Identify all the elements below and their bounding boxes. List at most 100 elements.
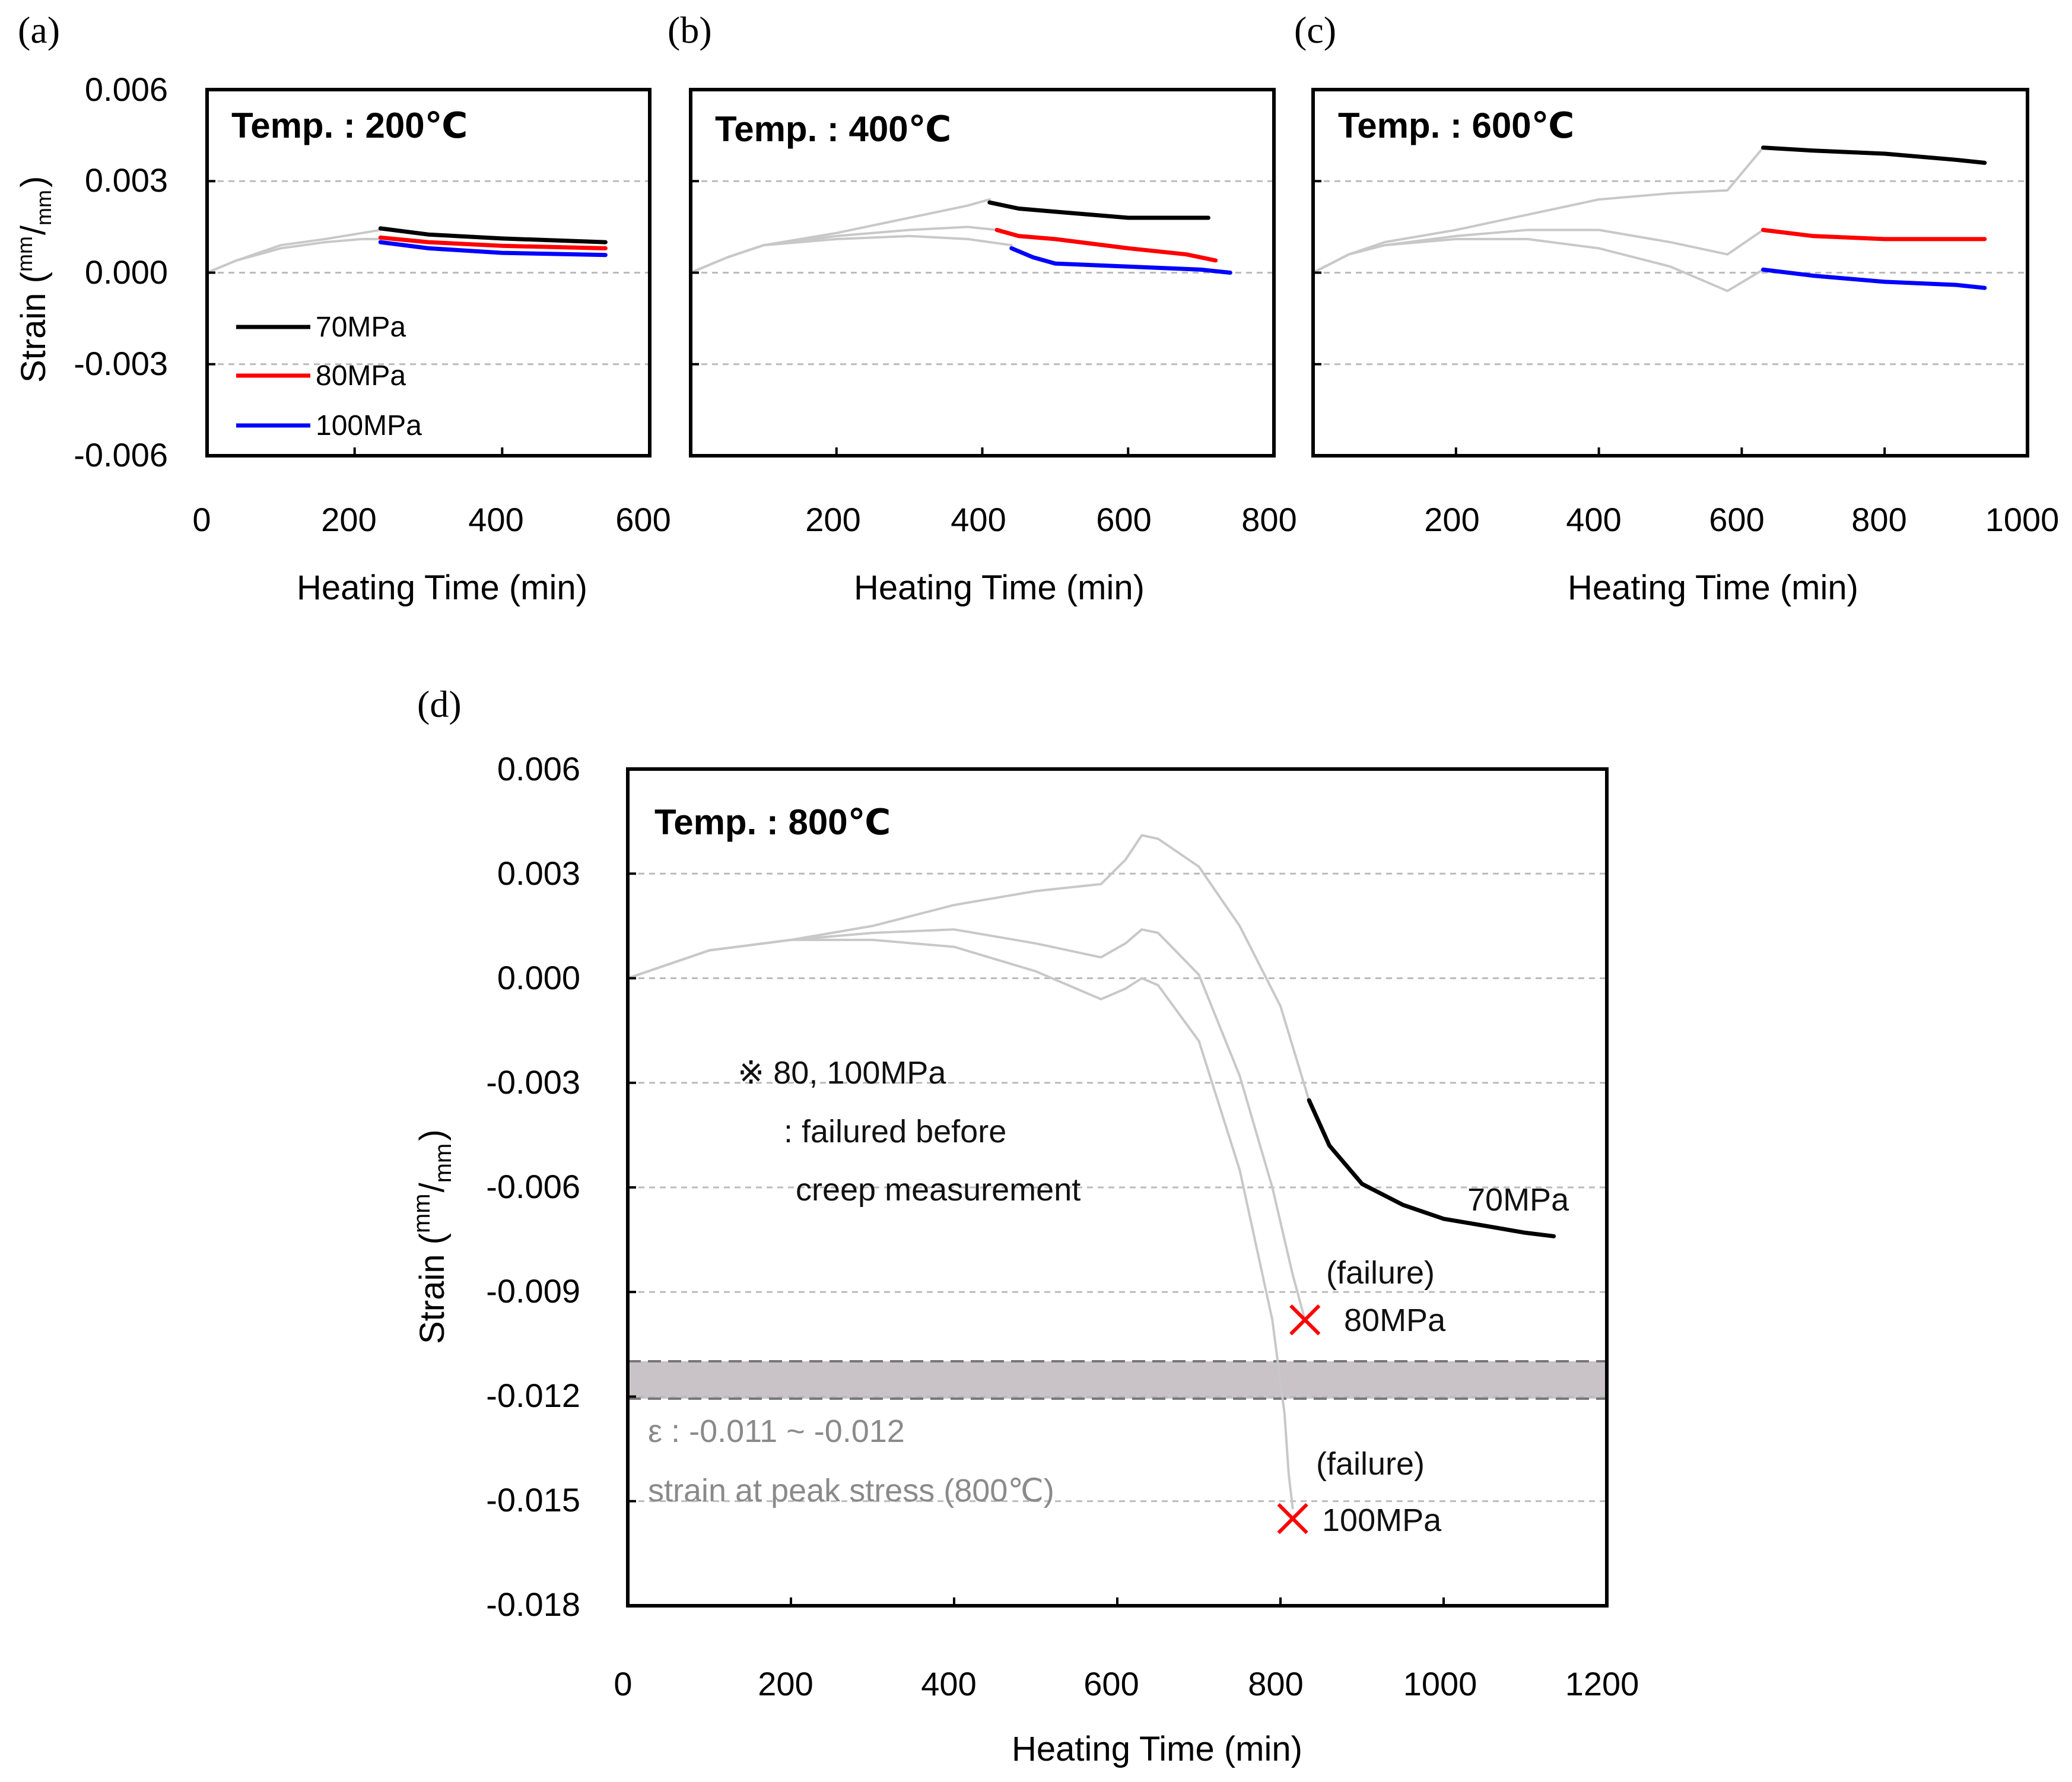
panel-d-letter: (d)	[417, 683, 462, 725]
panel-a-ylabel: Strain (mm/mm)	[12, 176, 56, 383]
panel-c-xtick: 600	[1709, 501, 1764, 538]
panel-d-xtick: 600	[1083, 1665, 1139, 1702]
panel-c-xtick: 1000	[1985, 501, 2060, 538]
note-failed-before-creep-line3: creep measurement	[796, 1172, 1081, 1208]
series-label-80mpa: 80MPa	[1344, 1303, 1446, 1338]
panel-d-series	[627, 834, 1556, 1510]
series-label-70mpa: 70MPa	[1467, 1182, 1569, 1218]
panel-d-ytick: 0.003	[497, 855, 580, 892]
panel-a-ylabel-main: Strain (	[14, 272, 53, 383]
heating-curve-gray	[627, 938, 1294, 1510]
panel-d-xtick: 0	[614, 1665, 632, 1702]
panel-c-xlabel: Heating Time (min)	[1568, 568, 1858, 607]
panel-c-gridlines	[1313, 180, 2027, 366]
panel-a-ylabel-den: mm	[31, 190, 56, 225]
panel-a-series	[206, 226, 608, 274]
panel-b-title: Temp. : 400℃	[715, 109, 951, 149]
panel-b-tick-marks	[691, 88, 1130, 457]
series-line-100mpa	[1761, 267, 1987, 290]
panel-a-ytick: 0.003	[85, 161, 168, 199]
panel-b-xtick: 800	[1241, 501, 1296, 538]
series-line-80mpa	[1761, 228, 1987, 242]
panel-a-xtick: 400	[468, 501, 523, 538]
panel-a-xtick: 0	[192, 501, 211, 538]
panel-d-ylabel-den: mm	[430, 1143, 456, 1183]
failure-x-marker-80mpa	[1289, 1304, 1321, 1336]
heating-curve-gray	[1312, 237, 1765, 293]
legend-label-70mpa: 70MPa	[316, 312, 406, 343]
series-line-70mpa	[1307, 1098, 1556, 1238]
series-line-70mpa	[987, 200, 1210, 220]
panel-b-xlabel: Heating Time (min)	[854, 568, 1145, 607]
heating-curve-gray	[1312, 146, 1765, 274]
heating-curve-gray	[1312, 228, 1765, 274]
panel-b: (b) Temp. : 400℃ 200 400 600 800 Heating…	[668, 9, 1297, 607]
panel-a-gridlines	[207, 180, 650, 366]
panel-c-series	[1312, 145, 1987, 293]
panel-d-gridlines	[628, 872, 1607, 1503]
panel-a-ylabel-close: )	[14, 176, 53, 188]
panel-d-ytick: -0.009	[486, 1272, 580, 1310]
peak-stress-strain-band	[628, 1361, 1607, 1399]
panel-d-xtick: 1000	[1403, 1665, 1477, 1702]
panel-d-ylabel: Strain (mm/mm)	[409, 1129, 456, 1344]
panel-d-ytick: -0.003	[486, 1063, 580, 1101]
panel-d-ytick: -0.006	[486, 1168, 580, 1205]
panel-b-xtick: 200	[805, 501, 860, 538]
series-line-100mpa	[378, 240, 608, 258]
panel-c-xtick: 800	[1851, 501, 1906, 538]
series-line-70mpa	[378, 226, 608, 244]
panel-b-gridlines	[691, 180, 1274, 366]
failure-markers	[1277, 1304, 1321, 1535]
panel-a-xtick: 600	[615, 501, 670, 538]
panel-a-xtick: 200	[321, 501, 376, 538]
series-line-80mpa	[378, 235, 608, 250]
panel-d-xtick: 1200	[1565, 1665, 1639, 1702]
panel-d-xlabel: Heating Time (min)	[1012, 1730, 1302, 1768]
panel-d-xtick: 800	[1248, 1665, 1303, 1702]
panel-a-letter: (a)	[18, 9, 60, 51]
panel-d-ylabel-close: )	[413, 1129, 452, 1141]
panel-d-ytick: 0.006	[497, 750, 580, 787]
heating-curve-gray	[627, 834, 1311, 1102]
panel-c: (c) Temp. : 600℃ 200 400 600 800 1000 He…	[1294, 9, 2059, 607]
heating-curve-gray	[689, 234, 1013, 274]
note-failed-before-creep-line1: ※ 80, 100MPa	[738, 1055, 946, 1091]
panel-d-xtick: 200	[758, 1665, 813, 1702]
panel-a-ytick: 0.000	[85, 253, 168, 291]
panel-d-tick-marks	[628, 768, 1445, 1607]
panel-b-letter: (b)	[668, 9, 712, 51]
series-label-100mpa: 100MPa	[1322, 1503, 1442, 1538]
failure-x-marker-100mpa	[1277, 1503, 1308, 1535]
series-line-100mpa	[1009, 246, 1232, 275]
panel-c-xtick: 200	[1424, 501, 1479, 538]
panel-a-ylabel-num: mm	[12, 236, 37, 272]
series-line-80mpa	[994, 228, 1218, 263]
panel-a-tick-marks	[207, 88, 504, 457]
panel-d: (d) Temp. : 800℃ 0.006 0.003 0.000 -0.00…	[409, 683, 1639, 1768]
svg-text:Strain (mm/mm): Strain (mm/mm)	[409, 1129, 456, 1344]
panel-b-xtick: 400	[951, 501, 1006, 538]
panel-a-ytick: -0.006	[74, 436, 168, 474]
panel-c-title: Temp. : 600℃	[1338, 106, 1574, 145]
heating-curve-gray	[206, 237, 382, 274]
heating-curve-gray	[689, 225, 999, 274]
legend-label-100mpa: 100MPa	[316, 410, 422, 441]
legend-label-80mpa: 80MPa	[316, 360, 406, 392]
panel-a-title: Temp. : 200℃	[231, 106, 468, 145]
panel-a-ytick: -0.003	[74, 345, 168, 382]
panel-d-ytick: -0.012	[486, 1377, 580, 1414]
panel-b-xtick: 600	[1096, 501, 1151, 538]
note-failed-before-creep-line2: : failured before	[784, 1114, 1006, 1149]
panel-d-ytick: 0.000	[497, 959, 580, 996]
failure-label-100mpa: (failure)	[1316, 1446, 1425, 1482]
panel-d-ytick: -0.018	[486, 1586, 580, 1623]
panel-d-ylabel-num: mm	[409, 1193, 435, 1233]
panel-d-ytick: -0.015	[486, 1481, 580, 1519]
failure-label-80mpa: (failure)	[1326, 1255, 1435, 1291]
panel-d-title: Temp. : 800℃	[654, 802, 891, 842]
band-description-label: strain at peak stress (800℃)	[648, 1473, 1054, 1508]
svg-text:Strain (mm/mm): Strain (mm/mm)	[12, 176, 56, 383]
panel-c-letter: (c)	[1294, 9, 1336, 51]
